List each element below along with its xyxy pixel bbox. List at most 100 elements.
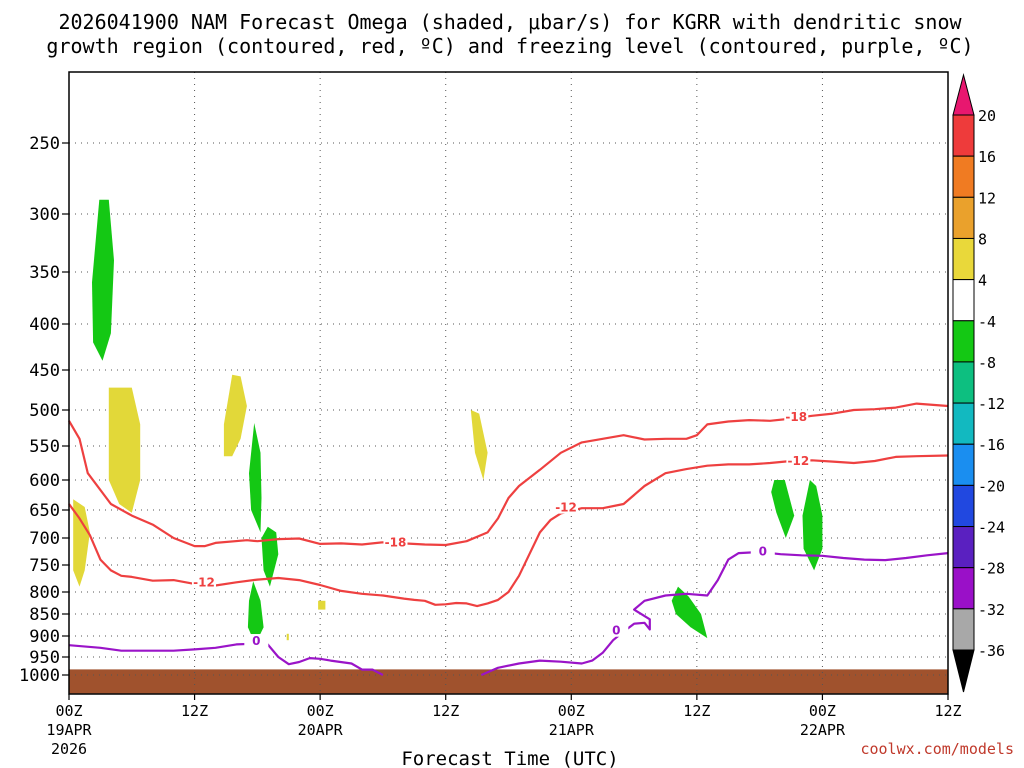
x-tick-label: 22APR: [800, 721, 846, 739]
plot-frame: [68, 71, 949, 695]
x-tick-label: 2026: [51, 740, 87, 758]
colorbar-segment: [952, 196, 975, 239]
colorbar-segment: [952, 155, 975, 198]
y-tick-label: 750: [29, 556, 60, 576]
omega-shade-region: [286, 633, 289, 641]
colorbar-segment: [952, 443, 975, 486]
colorbar-segment: [952, 114, 975, 157]
omega-shade-region: [247, 581, 264, 645]
contour-label-bg: [244, 634, 269, 648]
colorbar-segment: [952, 526, 975, 569]
y-tick-label: 300: [29, 205, 60, 225]
omega-shade-region: [671, 586, 708, 639]
colorbar-segment: [952, 320, 975, 363]
colorbar-bottom-arrow: [952, 649, 975, 693]
x-tick-label: 19APR: [46, 721, 92, 739]
y-tick-label: 250: [29, 134, 60, 154]
contour-line: [68, 454, 949, 608]
colorbar-segment: [952, 279, 975, 322]
colorbar: 20 16 12 8 4 -4 -8 -12 -16 -20 -24 -28 -32 -36: [952, 73, 1005, 693]
y-tick-label: 550: [29, 437, 60, 457]
contour-line: [68, 642, 384, 676]
colorbar-label: -24: [978, 519, 1005, 537]
y-tick-label: 450: [29, 361, 60, 381]
y-tick-label: 700: [29, 529, 60, 549]
omega-shade-region: [771, 480, 795, 538]
contour-line: [480, 550, 949, 677]
colorbar-top-arrow: [952, 73, 975, 116]
contour-label-bg: [191, 575, 216, 589]
x-tick-label: 12Z: [181, 702, 208, 720]
y-tick-label: 500: [29, 401, 60, 421]
terrain-band: [69, 669, 948, 694]
colorbar-label: -16: [978, 436, 1005, 454]
x-tick-label: 12Z: [432, 702, 459, 720]
y-tick-label: 400: [29, 315, 60, 335]
contour-label: -12: [788, 454, 810, 468]
contour-label: -18: [785, 410, 807, 424]
omega-shade-region: [261, 526, 279, 587]
x-tick-label: 00Z: [558, 702, 585, 720]
colorbar-segment: [952, 608, 975, 651]
x-tick-label: 00Z: [307, 702, 334, 720]
colorbar-label: 4: [978, 272, 987, 290]
colorbar-label: 16: [978, 148, 996, 166]
contour-label: 0: [612, 624, 620, 638]
y-tick-label: 950: [29, 648, 60, 668]
x-tick-label: 20APR: [298, 721, 344, 739]
credit-text: coolwx.com/models: [860, 740, 1014, 758]
contour-label-bg: [554, 500, 579, 514]
colorbar-label: -28: [978, 560, 1005, 578]
x-tick-label: 12Z: [683, 702, 710, 720]
y-tick-label: 900: [29, 627, 60, 647]
y-tick-label: 350: [29, 263, 60, 283]
omega-shade-region: [318, 600, 326, 610]
colorbar-label: -4: [978, 313, 996, 331]
chart-title-line-1: 2026041900 NAM Forecast Omega (shaded, μ…: [58, 10, 962, 34]
x-tick-label: 00Z: [809, 702, 836, 720]
omega-shade-region: [223, 374, 247, 457]
contour-label: 0: [252, 634, 260, 648]
contour-line: [68, 402, 949, 548]
y-tick-label: 800: [29, 583, 60, 603]
y-tick-label: 650: [29, 501, 60, 521]
colorbar-segment: [952, 567, 975, 610]
colorbar-segment: [952, 361, 975, 404]
contour-label: -12: [193, 575, 215, 589]
chart-title-line-2: growth region (contoured, red, ºC) and f…: [46, 34, 973, 58]
x-tick-label: 21APR: [549, 721, 595, 739]
colorbar-segment: [952, 402, 975, 445]
colorbar-label: -36: [978, 642, 1005, 660]
colorbar-segment: [952, 237, 975, 281]
contour-label-bg: [786, 453, 811, 467]
x-tick-label: 00Z: [55, 702, 82, 720]
contour-label: -18: [385, 535, 407, 549]
contour-label-bg: [784, 410, 809, 424]
y-tick-label: 600: [29, 471, 60, 491]
colorbar-label: -8: [978, 354, 996, 372]
colorbar-label: -32: [978, 601, 1005, 619]
plot-area: -18 -18 -12 -12 -12 0 0 0: [68, 71, 949, 695]
colorbar-label: 8: [978, 230, 987, 248]
contour-label-bg: [383, 535, 408, 549]
omega-shade-region: [249, 423, 262, 533]
omega-shade-region: [108, 387, 141, 513]
colorbar-label: 12: [978, 189, 996, 207]
omega-shade-region: [73, 499, 90, 587]
y-axis-ticks: 2503003504004505005506006507007508008509…: [19, 134, 69, 686]
x-axis-label: Forecast Time (UTC): [401, 748, 618, 768]
colorbar-label: -20: [978, 477, 1005, 495]
omega-shade-region: [92, 199, 114, 361]
contour-label: -12: [555, 501, 577, 515]
x-tick-label: 12Z: [934, 702, 961, 720]
contour-label-bg: [604, 623, 629, 637]
contour-label-bg: [750, 544, 775, 558]
omega-shade-region: [470, 410, 488, 480]
y-tick-label: 1000: [19, 666, 60, 686]
colorbar-label: 20: [978, 107, 996, 125]
colorbar-label: -12: [978, 395, 1005, 413]
omega-shade-region: [802, 480, 823, 571]
y-tick-label: 850: [29, 605, 60, 625]
